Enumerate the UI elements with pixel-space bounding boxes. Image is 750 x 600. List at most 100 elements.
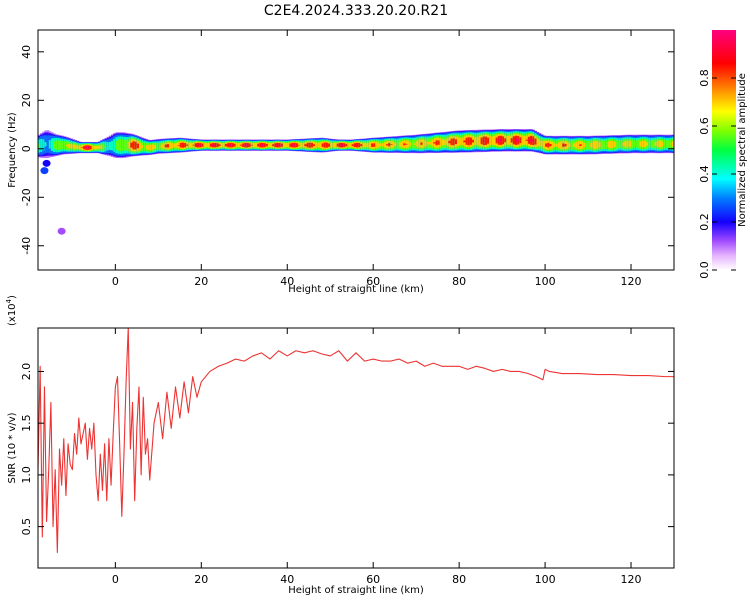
heatmap-cell	[467, 137, 471, 146]
heatmap-cell	[527, 136, 531, 144]
heatmap-cell	[603, 140, 606, 149]
heatmap-cell	[405, 143, 409, 145]
heatmap-cell	[332, 142, 336, 148]
snr-y-tick-label: 0.5	[20, 518, 33, 536]
heatmap-cell	[403, 143, 407, 146]
heatmap-cell	[448, 140, 452, 144]
heatmap-cell	[162, 143, 166, 149]
colorbar-tick-label: 0.4	[698, 165, 711, 183]
heatmap-cell	[534, 138, 538, 145]
heatmap-cell	[388, 143, 391, 147]
heatmap-cell	[53, 141, 56, 149]
heatmap-cell	[637, 139, 641, 149]
heatmap-cell	[149, 144, 153, 151]
spectrogram-y-tick-label: -40	[20, 237, 33, 255]
heatmap-cell	[287, 142, 290, 148]
heatmap-cell	[392, 141, 396, 148]
heatmap-cell	[158, 142, 162, 150]
spectrogram-y-tick-label: 20	[20, 93, 33, 107]
heatmap-cell	[633, 140, 636, 148]
heatmap-cell	[497, 139, 501, 142]
heatmap-cell	[394, 143, 398, 146]
heatmap-cell	[646, 142, 649, 146]
heatmap-cell	[547, 142, 550, 148]
heatmap-cell	[147, 144, 151, 150]
heatmap-cell	[502, 136, 505, 145]
heatmap-cell	[119, 139, 123, 152]
heatmap-cell	[540, 141, 544, 147]
heatmap-cell	[68, 143, 71, 149]
heatmap-cell	[42, 139, 46, 151]
heatmap-cell	[441, 139, 445, 146]
heatmap-cell	[130, 142, 134, 148]
heatmap-cell	[218, 144, 222, 147]
heatmap-cell	[289, 143, 293, 147]
heatmap-cell	[390, 144, 394, 145]
figure-title: C2E4.2024.333.20.20.R21	[264, 3, 448, 19]
heatmap-cell	[231, 144, 235, 146]
heatmap-cell	[317, 142, 321, 148]
heatmap-cell	[263, 143, 267, 148]
heatmap-cell	[446, 138, 449, 146]
heatmap-cell	[371, 143, 374, 147]
heatmap-cell	[551, 141, 555, 149]
heatmap-cell	[72, 144, 76, 149]
snr-frame	[37, 327, 675, 569]
heatmap-cell	[478, 136, 482, 146]
snr-x-tick-label: 20	[194, 573, 208, 586]
heatmap-cell	[515, 138, 518, 143]
heatmap-cell	[495, 137, 499, 144]
heatmap-cell	[671, 141, 674, 147]
heatmap-cell	[362, 142, 366, 148]
heatmap-cell	[416, 140, 419, 147]
heatmap-cell	[351, 144, 355, 147]
heatmap-cell	[508, 135, 512, 145]
heatmap-cell	[319, 142, 323, 149]
heatmap-cell	[615, 140, 619, 149]
heatmap-cell	[368, 142, 372, 149]
heatmap-cell	[132, 141, 136, 150]
heatmap-cell	[575, 141, 578, 149]
heatmap-cell	[145, 145, 149, 149]
heatmap-cell	[115, 140, 119, 150]
heatmap-cell	[175, 142, 179, 148]
heatmap-cell	[381, 143, 385, 147]
heatmap-cell	[78, 145, 82, 150]
heatmap-cell	[55, 140, 58, 150]
heatmap-cell	[452, 138, 456, 146]
heatmap-cell	[270, 142, 273, 148]
heatmap-cell	[663, 139, 667, 149]
heatmap-cell	[555, 143, 559, 147]
heatmap-cell	[96, 146, 99, 150]
heatmap-cell	[224, 143, 228, 147]
heatmap-cell	[613, 141, 617, 148]
heatmap-cell	[396, 140, 400, 149]
heatmap-cell	[285, 143, 288, 148]
spectrogram-x-tick-label: 80	[452, 275, 466, 288]
heatmap-cell	[418, 139, 422, 148]
heatmap-cell	[444, 139, 447, 145]
spectrogram-x-tick-label: 120	[621, 275, 642, 288]
heatmap-cell	[323, 142, 327, 148]
heatmap-cell	[605, 140, 608, 150]
colorbar-tick-label: 0.8	[698, 69, 711, 87]
heatmap-cell	[435, 140, 439, 146]
heatmap-cell	[229, 144, 232, 147]
heatmap-cell	[59, 140, 63, 150]
heatmap-cell	[216, 143, 220, 148]
heatmap-cell	[506, 135, 510, 145]
heatmap-cell	[242, 143, 245, 147]
heatmap-cell	[487, 137, 490, 144]
heatmap-cell	[476, 137, 480, 145]
heatmap-cell	[566, 141, 570, 149]
snr-x-tick-label: 120	[621, 573, 642, 586]
heatmap-cell	[212, 144, 215, 146]
heatmap-cell	[525, 139, 529, 141]
heatmap-cell	[220, 142, 224, 148]
heatmap-cell	[622, 142, 626, 146]
heatmap-cell	[190, 142, 194, 148]
heatmap-cell	[261, 144, 265, 147]
heatmap-cell	[510, 138, 514, 143]
heatmap-cell	[560, 141, 563, 150]
